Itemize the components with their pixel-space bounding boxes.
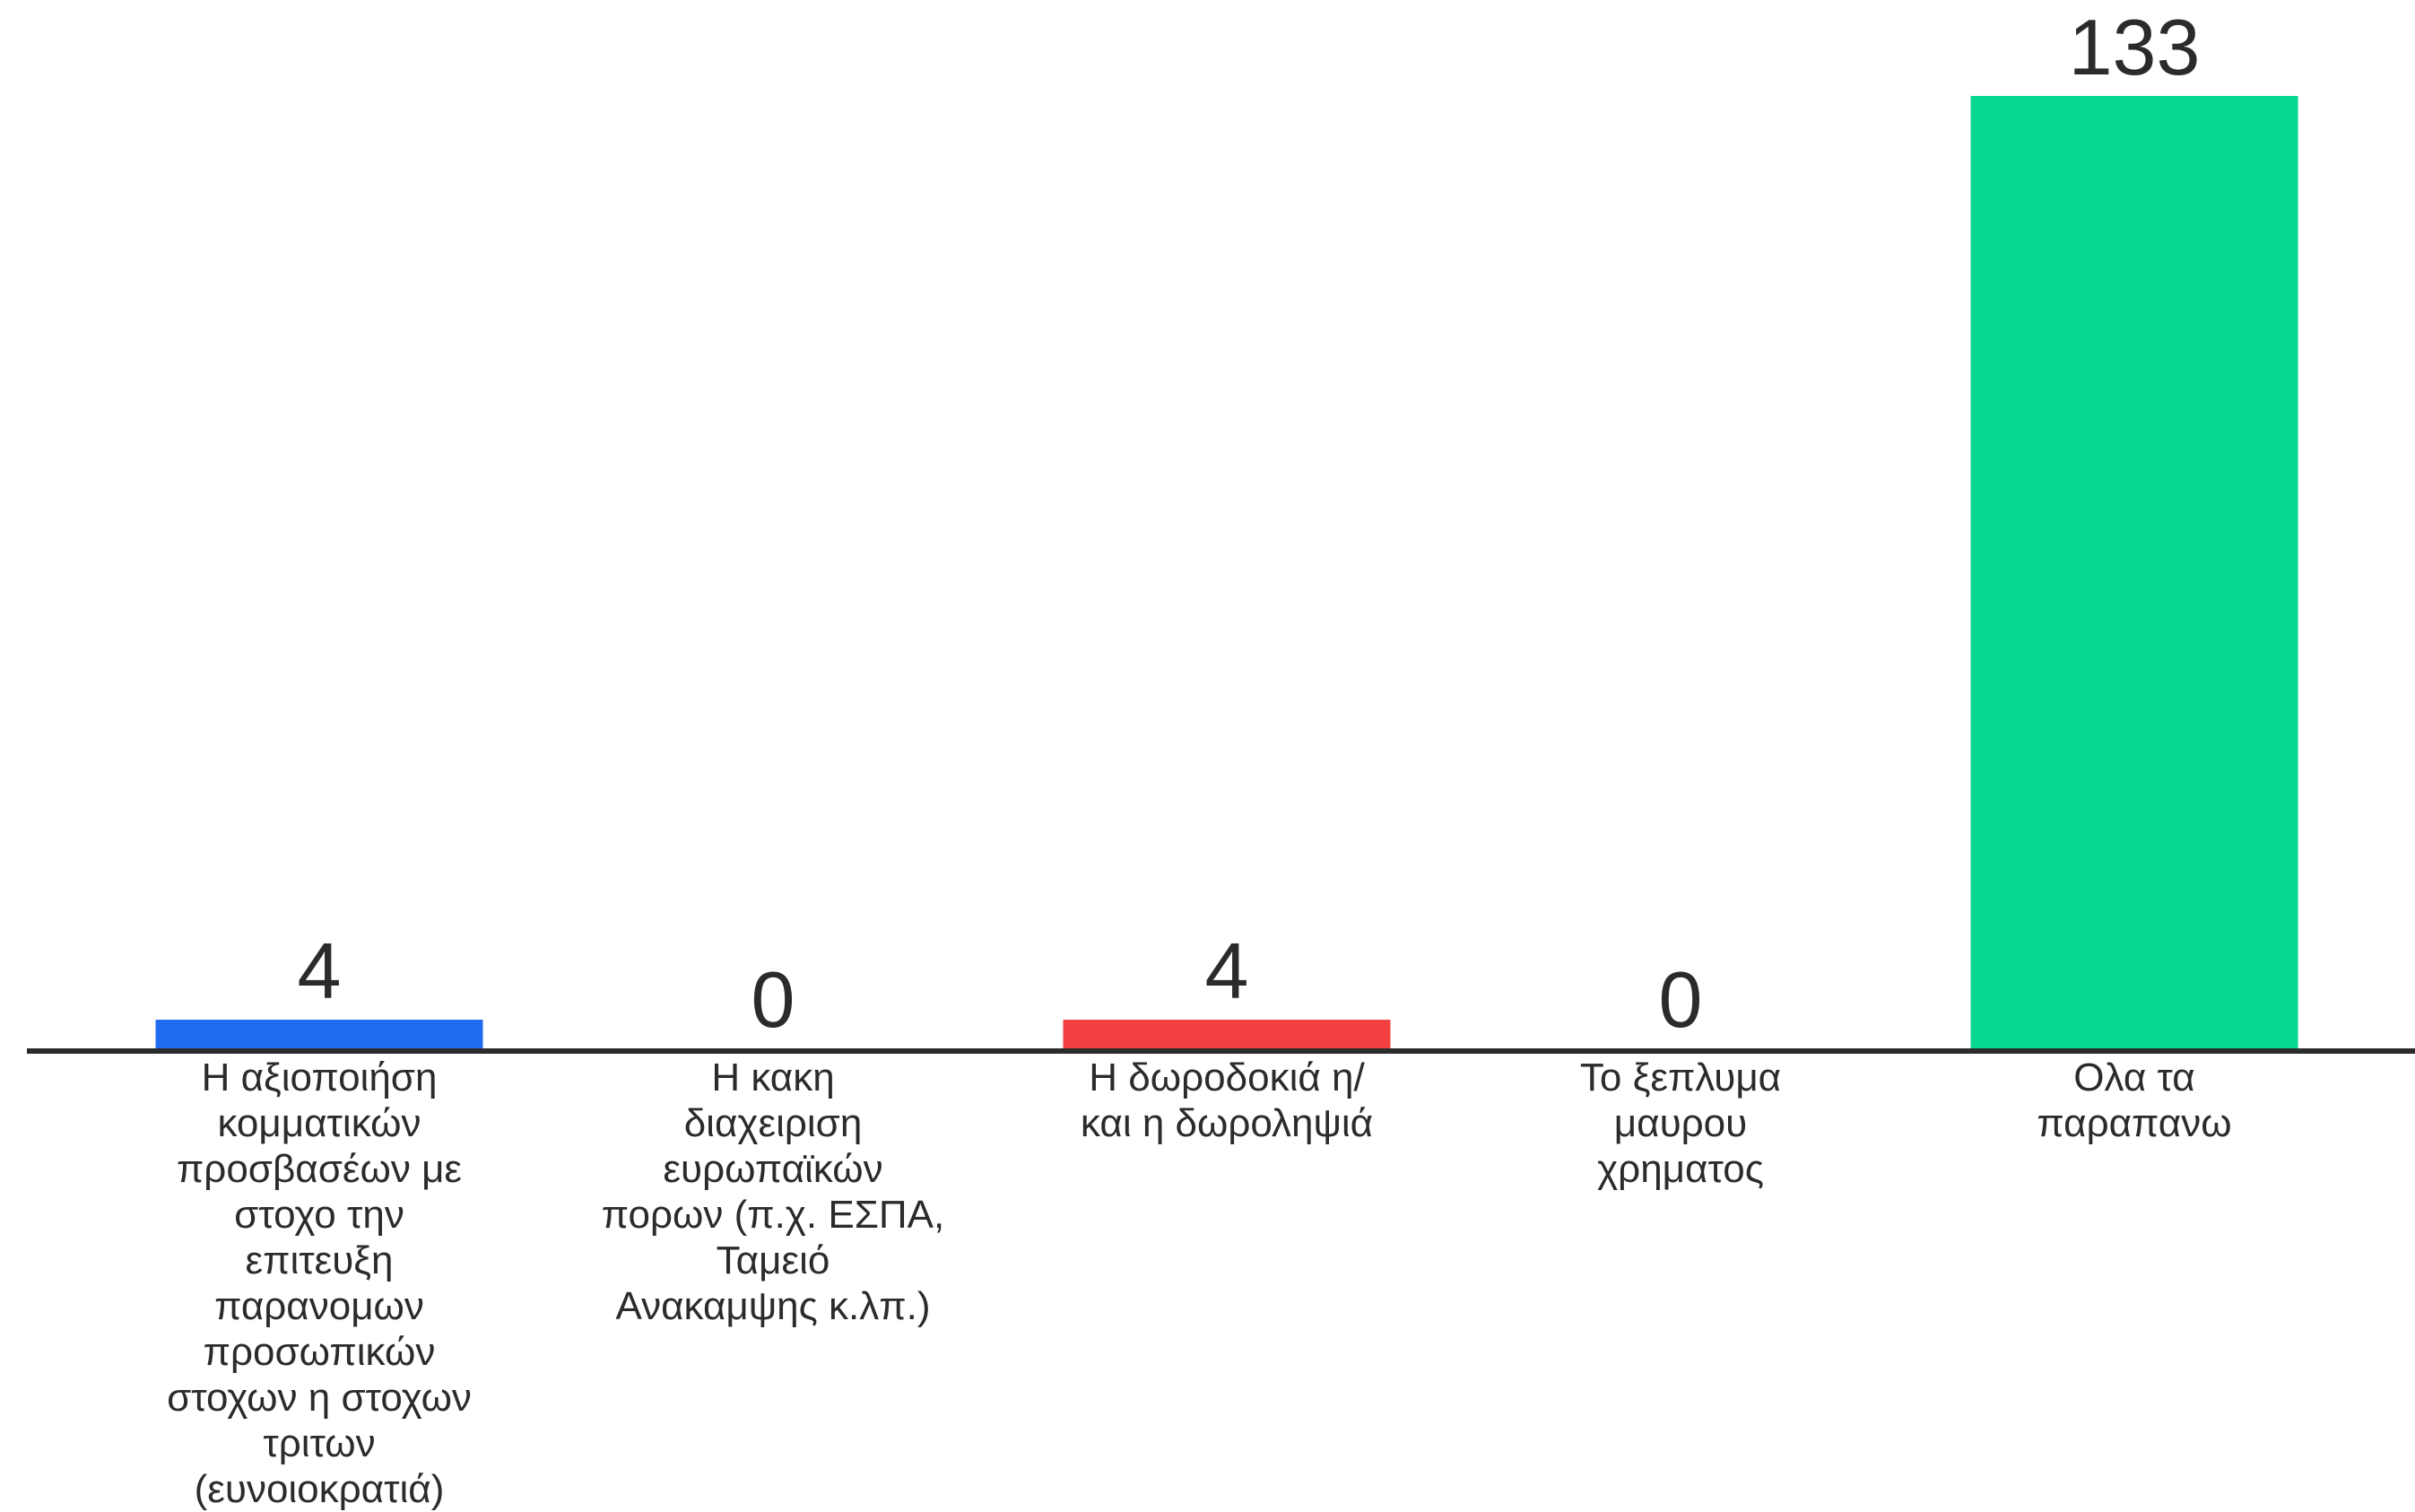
category-label-3: Το ξεπλυμα μαυρου χρηματος [1579,1056,1782,1191]
category-label-4: Ολα τα παραπανω [2037,1056,2232,1145]
category-label-0: Η αξιοποιήση κομματικών προσβασέων με στ… [167,1056,472,1511]
bar-4 [1970,96,2298,1048]
value-label-3: 0 [1659,955,1703,1044]
value-label-1: 0 [751,955,795,1044]
value-label-0: 4 [298,926,342,1015]
bar-2 [1063,1020,1391,1048]
value-label-4: 133 [2069,3,2201,91]
value-label-2: 4 [1205,926,1249,1015]
category-label-2: Η δωροδοκιά η/ και η δωροληψιά [1080,1056,1374,1145]
category-label-1: Η κακη διαχειριση ευρωπαϊκών πορων (π.χ.… [601,1056,945,1328]
value-labels-layer: 4 0 4 0 133 [298,3,2201,1044]
bars-layer [155,96,2298,1048]
bar-0 [155,1020,483,1048]
